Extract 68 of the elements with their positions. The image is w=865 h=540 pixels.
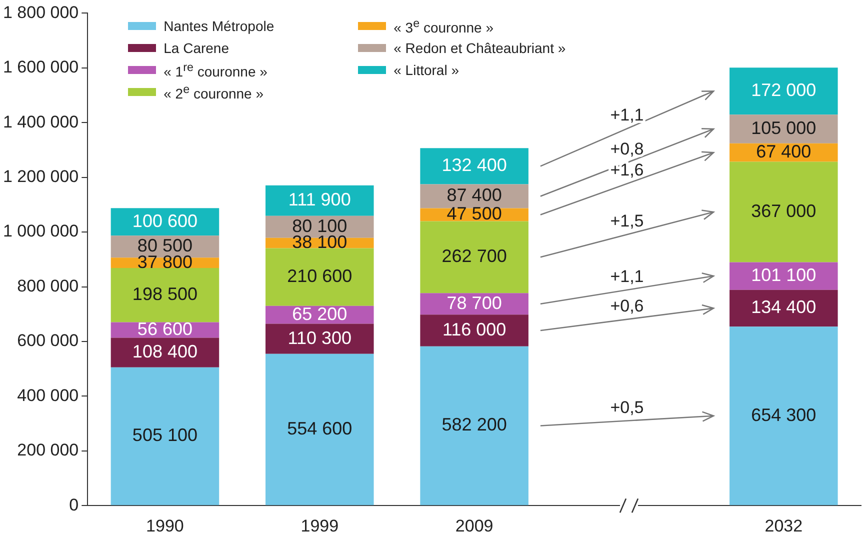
y-tick-label: 0 <box>69 495 79 514</box>
data-label: 134 400 <box>751 297 816 318</box>
legend-label: « Littoral » <box>394 62 459 78</box>
bar <box>420 221 528 294</box>
annotation: +0,5 <box>610 398 644 417</box>
data-label: 262 700 <box>442 246 507 266</box>
data-label: 172 000 <box>751 80 816 100</box>
y-tick-label: 600 000 <box>17 331 79 350</box>
data-label: 116 000 <box>442 319 506 340</box>
data-label: 654 300 <box>751 404 816 425</box>
data-label: 56 600 <box>137 319 192 339</box>
data-label: 87 400 <box>446 185 502 206</box>
bar <box>266 185 374 216</box>
annotation: +1,5 <box>610 212 644 231</box>
data-label: 367 000 <box>751 200 816 221</box>
bar <box>420 346 528 506</box>
x-tick-label: 2009 <box>455 516 494 536</box>
annotation: +1,1 <box>610 266 644 286</box>
data-label: 132 400 <box>442 155 507 176</box>
data-label: 65 200 <box>292 304 348 324</box>
bar <box>420 314 528 346</box>
data-label: 582 200 <box>442 414 507 435</box>
y-tick-label: 1 600 000 <box>2 58 79 77</box>
bar <box>266 248 374 306</box>
bar <box>110 367 220 506</box>
data-label: 101 100 <box>751 264 816 285</box>
legend-label: La Carene <box>164 40 230 56</box>
bar <box>730 290 838 327</box>
bar <box>730 114 838 144</box>
y-tick-label: 400 000 <box>17 386 79 405</box>
y-tick-label: 1 000 000 <box>2 222 79 241</box>
y-tick-label: 800 000 <box>17 276 79 296</box>
data-label: 111 900 <box>288 190 351 210</box>
bar <box>730 162 838 262</box>
bar <box>420 148 528 184</box>
bar <box>266 324 374 354</box>
data-label: 47 500 <box>446 204 502 224</box>
bar <box>730 68 838 115</box>
legend-label: « Redon et Châteaubriant » <box>394 40 566 56</box>
data-label: 110 300 <box>288 328 352 348</box>
data-label: 108 400 <box>132 342 198 362</box>
data-label: 100 600 <box>132 210 198 231</box>
data-label: 554 600 <box>287 418 352 438</box>
legend-label: « 3$^{e}$ couronne » <box>394 16 494 36</box>
data-label: 67 400 <box>756 142 812 162</box>
x-tick-label: 1999 <box>300 516 339 536</box>
annotation: +0,6 <box>610 296 644 316</box>
data-label: 78 700 <box>446 292 502 313</box>
y-tick-label: 200 000 <box>17 440 79 460</box>
bar <box>110 268 220 322</box>
data-label: 210 600 <box>287 266 352 286</box>
y-tick-label: 1 800 000 <box>2 2 79 22</box>
bar <box>266 354 374 506</box>
data-label: 105 000 <box>751 118 816 138</box>
x-tick-label: 1990 <box>146 516 184 536</box>
y-tick-label: 1 400 000 <box>2 112 79 132</box>
y-tick-label: 1 200 000 <box>2 167 79 186</box>
annotation: +1,6 <box>610 160 644 180</box>
bar <box>730 326 838 506</box>
annotation: +0,8 <box>610 140 644 159</box>
data-label: 198 500 <box>132 284 198 304</box>
data-label: 505 100 <box>132 425 198 446</box>
legend-label: « 2$^{e}$ couronne » <box>164 82 264 102</box>
bar <box>730 262 838 290</box>
annotation: +1,1 <box>610 106 644 125</box>
legend-label: Nantes Métropole <box>164 18 274 34</box>
x-tick-label: 2032 <box>764 516 803 536</box>
legend-label: « 1$^{re}$ couronne » <box>164 60 268 80</box>
